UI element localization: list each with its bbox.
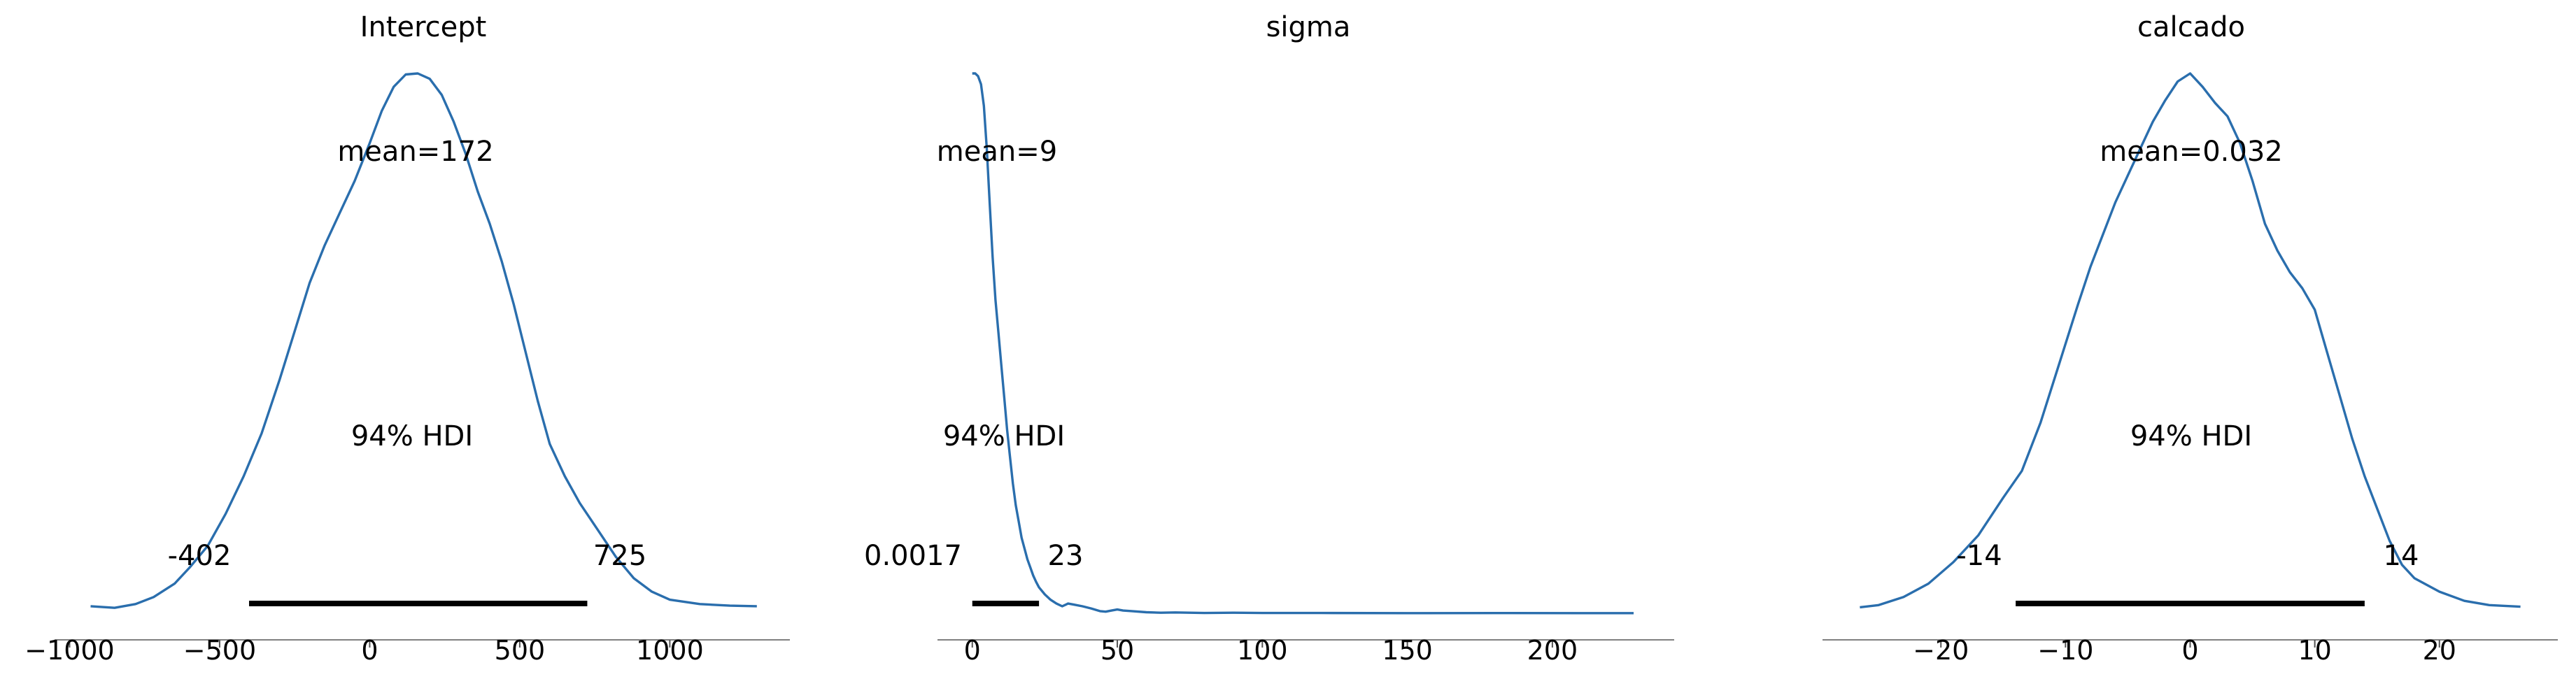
- sigma-hdi-label: 94% HDI: [943, 420, 1065, 452]
- panel-intercept: Intercept mean=172 94% HDI -402 725 −1000 −500…: [24, 11, 790, 666]
- intercept-density-curve: [90, 72, 757, 609]
- calcado-tick-label: 20: [2423, 635, 2456, 666]
- intercept-tick-label: −500: [183, 635, 256, 666]
- sigma-mean-label: mean=9: [937, 136, 1057, 168]
- intercept-mean-label: mean=172: [337, 136, 493, 168]
- sigma-hdi-low-label: 0.0017: [864, 540, 962, 572]
- sigma-tick-label: 200: [1527, 635, 1578, 666]
- intercept-hdi-label: 94% HDI: [351, 420, 473, 452]
- calcado-hdi-low-label: -14: [1956, 540, 2002, 572]
- sigma-tick-label: 150: [1382, 635, 1433, 666]
- calcado-title: calcado: [2137, 11, 2245, 43]
- calcado-mean-label: mean=0.032: [2100, 136, 2282, 168]
- sigma-title: sigma: [1266, 11, 1351, 43]
- panel-sigma: sigma mean=9 94% HDI 0.0017 23 0 50 100 150 200: [864, 11, 1674, 666]
- calcado-hdi-high-label: 14: [2384, 540, 2419, 572]
- intercept-hdi-high-label: 725: [593, 540, 646, 572]
- calcado-tick-label: −20: [1913, 635, 1969, 666]
- intercept-tick-label: −1000: [24, 635, 115, 666]
- intercept-tick-label: 0: [361, 635, 378, 666]
- calcado-hdi-label: 94% HDI: [2130, 420, 2252, 452]
- sigma-hdi-high-label: 23: [1048, 540, 1084, 572]
- intercept-title: Intercept: [360, 11, 487, 43]
- sigma-tick-label: 0: [964, 635, 981, 666]
- sigma-tick-label: 50: [1101, 635, 1134, 666]
- sigma-tick-label: 100: [1237, 635, 1288, 666]
- intercept-hdi-low-label: -402: [168, 540, 232, 572]
- intercept-tick-label: 1000: [636, 635, 704, 666]
- panel-calcado: calcado mean=0.032 94% HDI -14 14 −20 −10 0 10 20: [1823, 11, 2558, 666]
- calcado-tick-label: −10: [2037, 635, 2093, 666]
- sigma-density-curve: [972, 72, 1634, 615]
- intercept-tick-label: 500: [495, 635, 546, 666]
- calcado-density-curve: [1860, 72, 2521, 609]
- calcado-tick-label: 0: [2181, 635, 2198, 666]
- calcado-tick-label: 10: [2298, 635, 2331, 666]
